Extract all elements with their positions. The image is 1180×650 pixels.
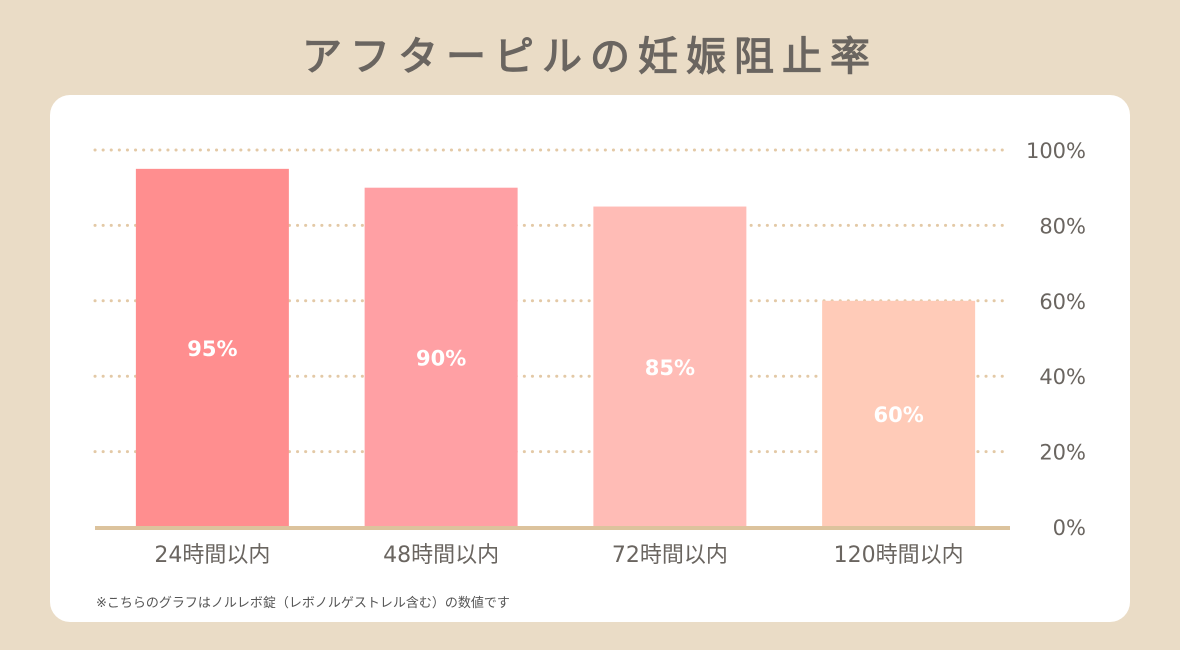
data-label: 60% bbox=[873, 403, 923, 427]
y-tick-label: 100% bbox=[1026, 139, 1086, 163]
data-label: 90% bbox=[416, 346, 466, 370]
chart-title: アフターピルの妊娠阻止率 bbox=[302, 34, 878, 80]
bar bbox=[822, 300, 976, 527]
y-tick-label: 20% bbox=[1039, 441, 1086, 465]
bar bbox=[364, 187, 518, 527]
data-label: 95% bbox=[187, 337, 237, 361]
bar bbox=[135, 168, 289, 527]
bar bbox=[593, 206, 747, 528]
y-tick-label: 40% bbox=[1039, 365, 1086, 389]
x-tick-label: 72時間以内 bbox=[612, 543, 728, 568]
x-tick-label: 120時間以内 bbox=[834, 543, 964, 568]
y-tick-label: 80% bbox=[1039, 214, 1086, 238]
y-tick-label: 60% bbox=[1039, 290, 1086, 314]
y-tick-label: 0% bbox=[1053, 516, 1086, 540]
x-tick-label: 24時間以内 bbox=[154, 543, 270, 568]
footnote: ※こちらのグラフはノルレボ錠（レボノルゲストレル含む）の数値です bbox=[96, 596, 510, 611]
x-tick-label: 48時間以内 bbox=[383, 543, 499, 568]
data-label: 85% bbox=[645, 356, 695, 380]
